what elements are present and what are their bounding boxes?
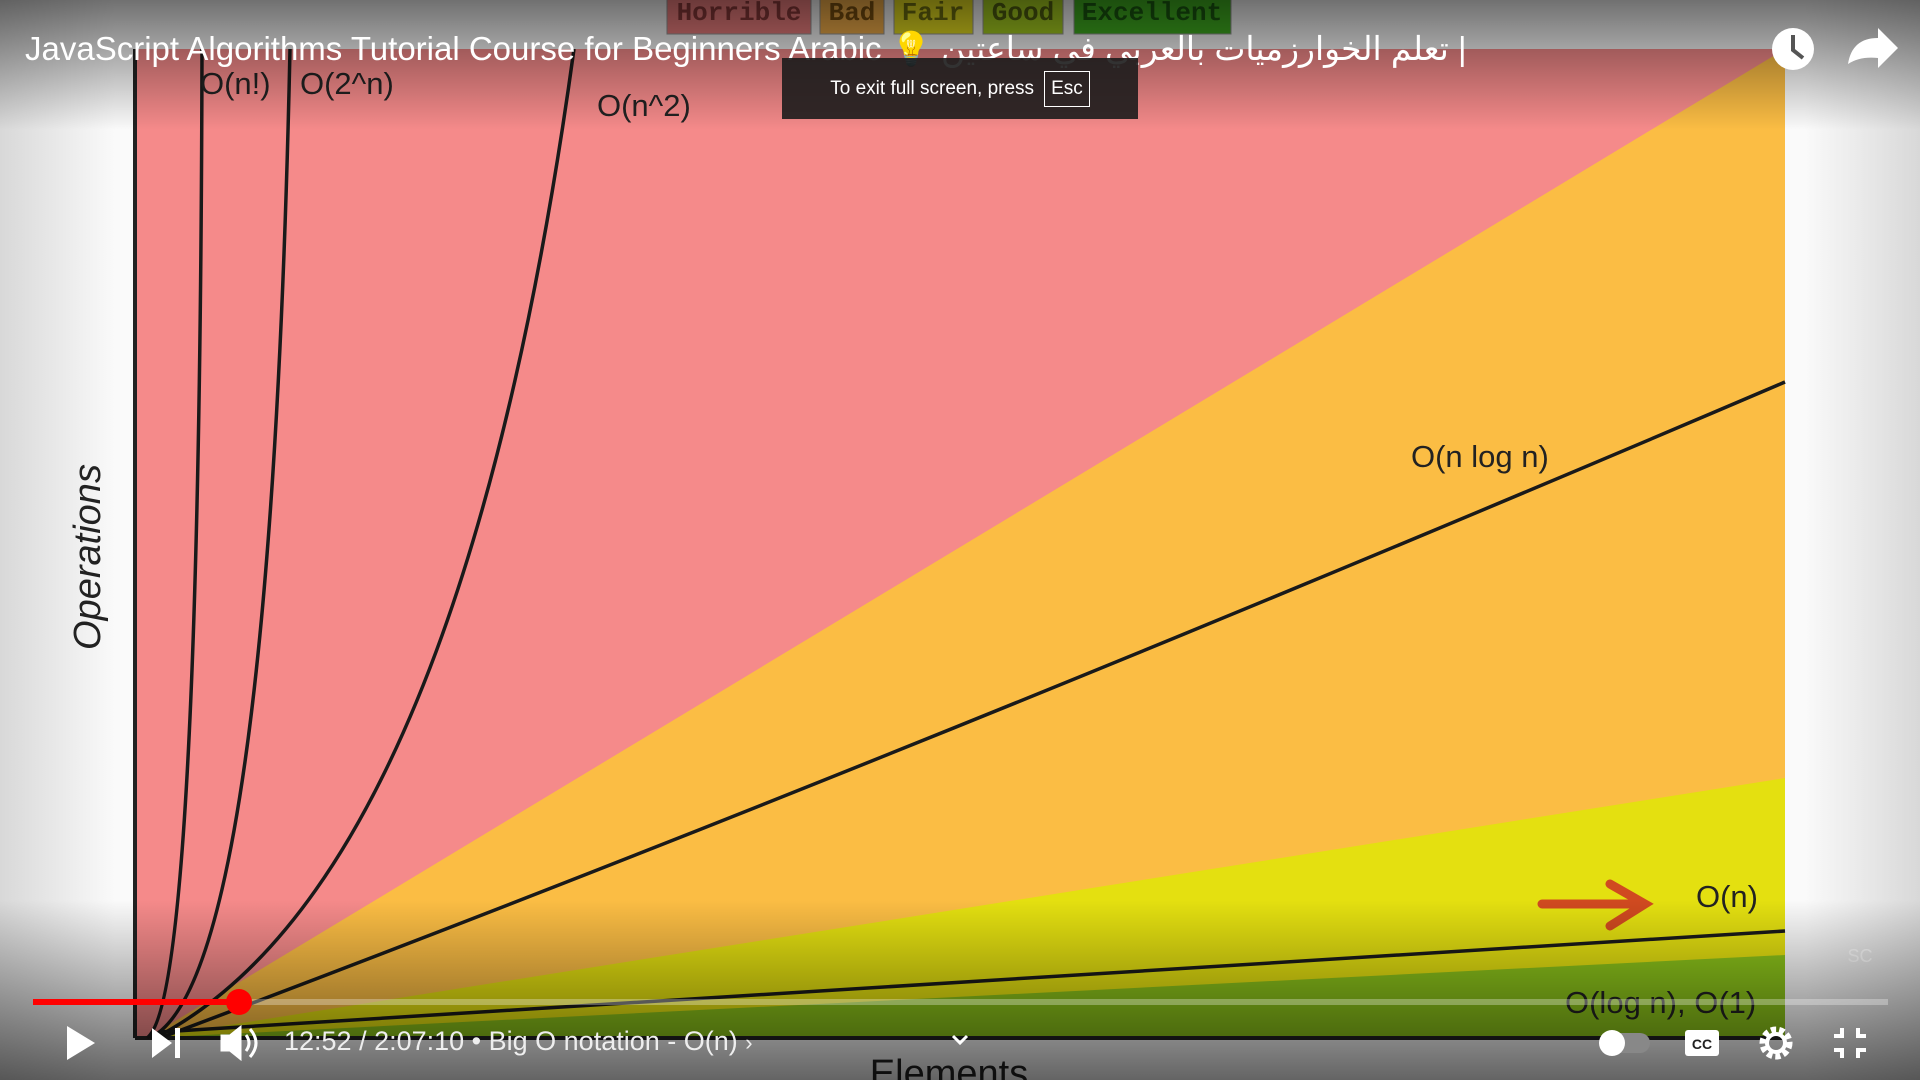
progress-played bbox=[33, 999, 239, 1005]
next-button[interactable] bbox=[152, 1028, 180, 1058]
chapter-title[interactable]: Big O notation - O(n) bbox=[488, 1026, 738, 1056]
autoplay-toggle[interactable] bbox=[1599, 1030, 1650, 1056]
scrubber[interactable] bbox=[226, 989, 252, 1015]
time-chapter: 12:52 / 2:07:10 • Big O notation - O(n) … bbox=[284, 1026, 753, 1056]
chapter-expand[interactable] bbox=[951, 1034, 969, 1046]
exit-fullscreen-button[interactable] bbox=[1834, 1028, 1866, 1058]
separator: • bbox=[471, 1026, 482, 1056]
watch-later-button[interactable] bbox=[1772, 28, 1814, 70]
share-button[interactable] bbox=[1848, 28, 1898, 68]
volume-button[interactable] bbox=[220, 1024, 258, 1062]
svg-text:CC: CC bbox=[1692, 1036, 1712, 1052]
tooltip-text: To exit full screen, press bbox=[830, 77, 1035, 99]
fullscreen-tooltip: To exit full screen, press Esc bbox=[782, 58, 1138, 119]
curve-label: O(n log n) bbox=[1411, 439, 1549, 474]
captions-button[interactable]: CC bbox=[1685, 1030, 1719, 1056]
video-title[interactable]: JavaScript Algorithms Tutorial Course fo… bbox=[25, 30, 1467, 67]
play-button[interactable] bbox=[67, 1026, 95, 1060]
region-bad bbox=[147, 49, 1785, 1038]
progress-track[interactable] bbox=[33, 999, 1888, 1005]
bottom-gradient bbox=[0, 900, 1920, 1080]
tooltip-key: Esc bbox=[1044, 70, 1090, 107]
settings-button[interactable] bbox=[1759, 1026, 1793, 1060]
time-display: 12:52 / 2:07:10 bbox=[284, 1026, 465, 1056]
y-axis-label: Operations bbox=[67, 464, 109, 650]
